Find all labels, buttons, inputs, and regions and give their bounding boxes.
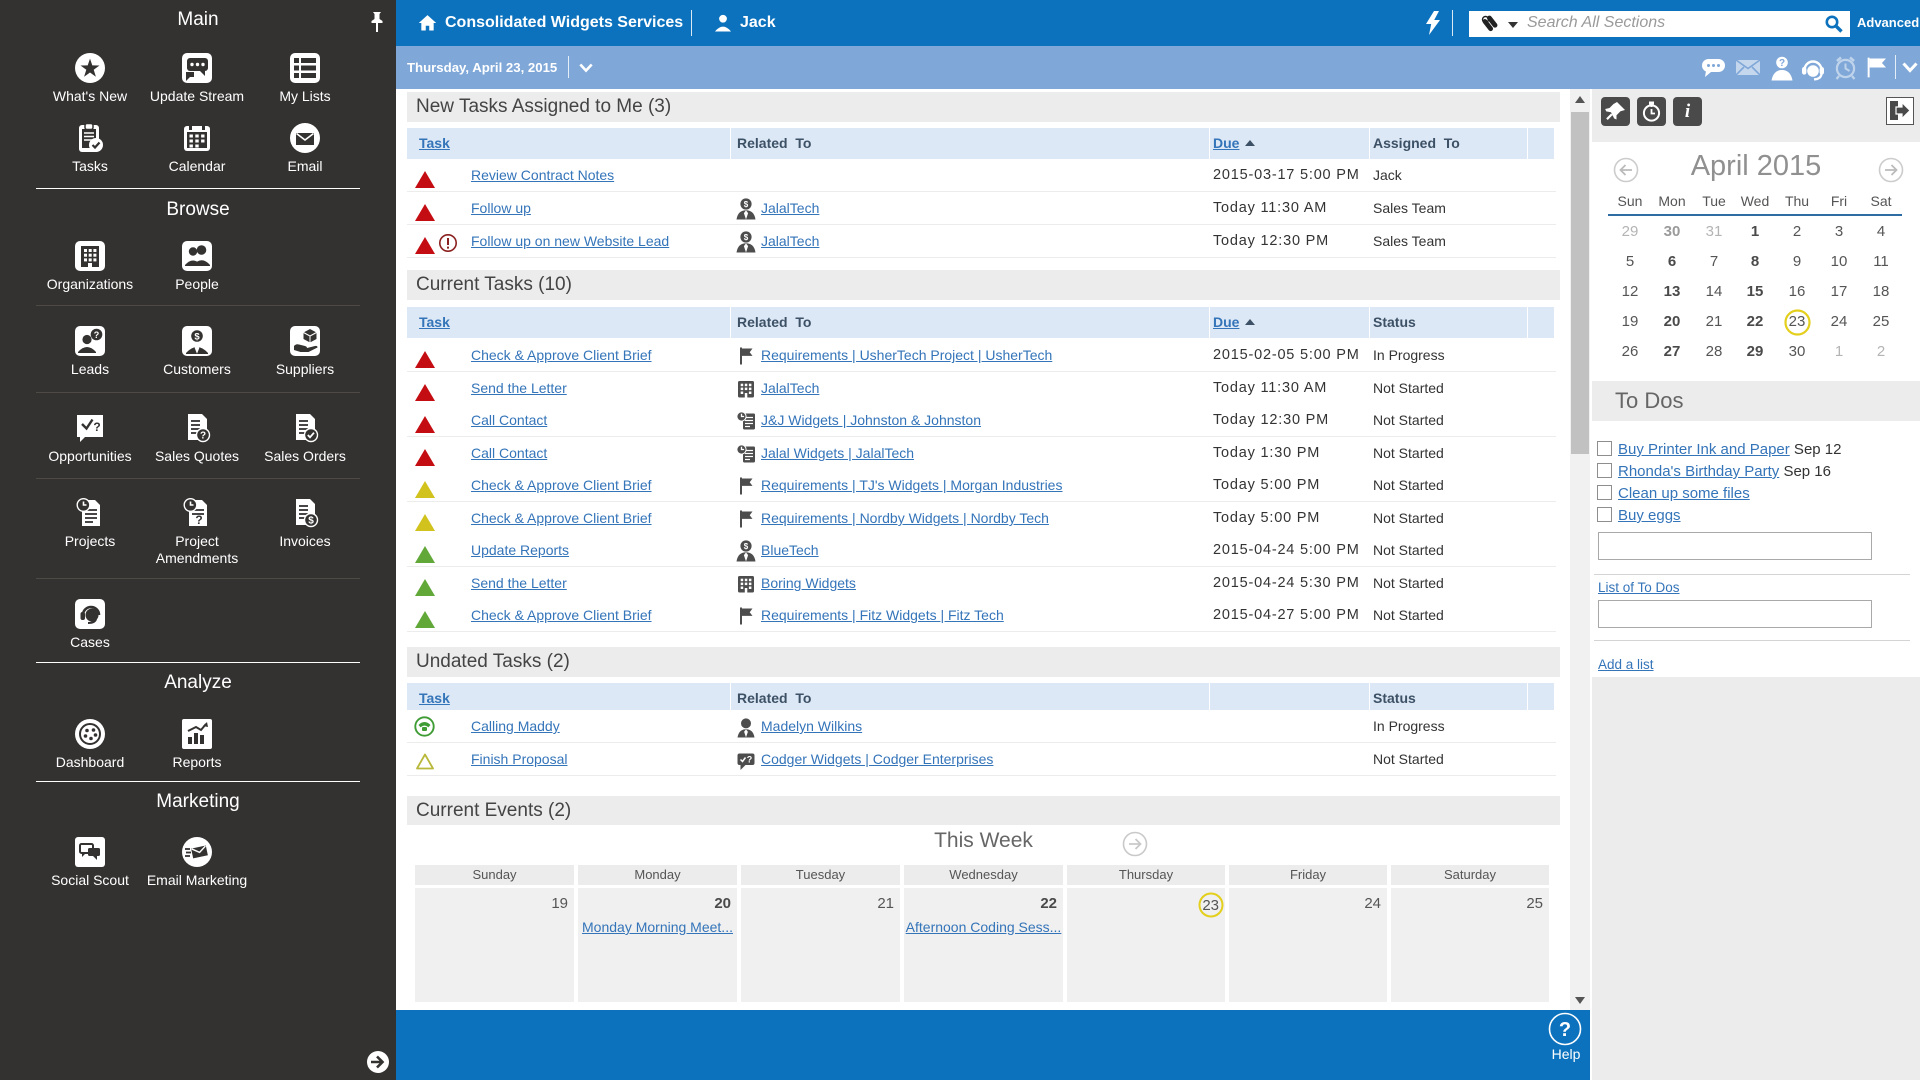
svg-text:?: ? bbox=[195, 513, 202, 527]
svg-text:?: ? bbox=[747, 755, 753, 765]
svg-text:?: ? bbox=[200, 431, 206, 442]
svg-text:?: ? bbox=[94, 330, 100, 340]
svg-text:$: $ bbox=[194, 332, 200, 343]
svg-text:?: ? bbox=[1779, 58, 1785, 69]
svg-text:?: ? bbox=[93, 420, 100, 434]
svg-text:$: $ bbox=[744, 233, 749, 242]
svg-text:$: $ bbox=[744, 542, 749, 551]
svg-text:$: $ bbox=[308, 516, 314, 527]
svg-text:$: $ bbox=[744, 200, 749, 209]
svg-text:?: ? bbox=[1559, 1019, 1571, 1041]
